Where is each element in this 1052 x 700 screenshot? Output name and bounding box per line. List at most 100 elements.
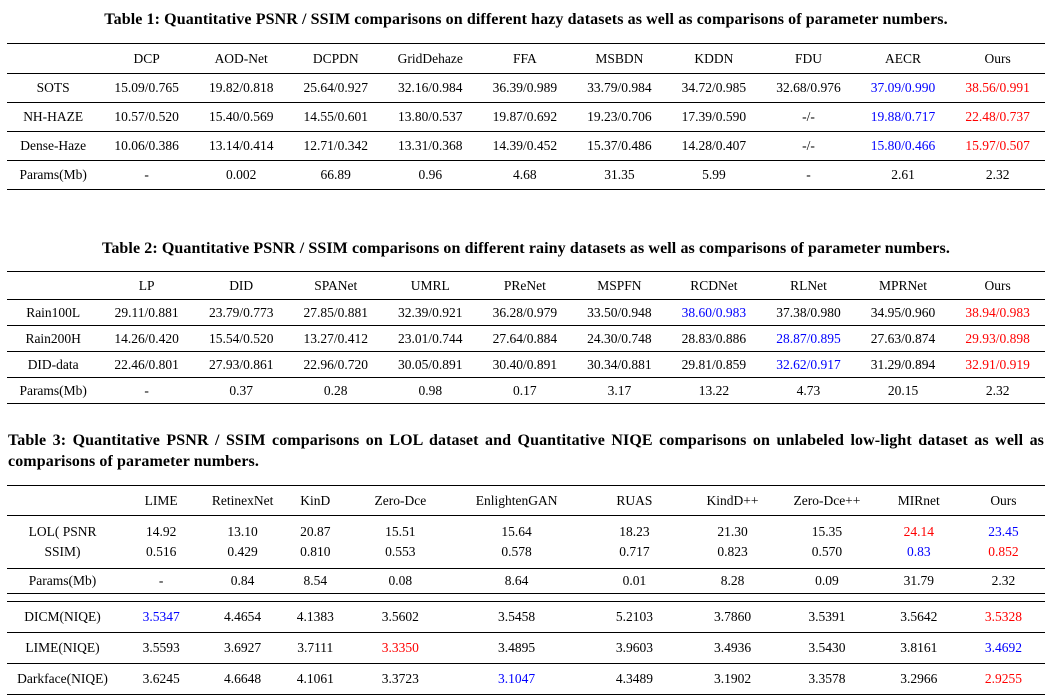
- row-label: DICM(NIQE): [24, 609, 101, 624]
- column-header-mprnet: MPRNet: [879, 277, 928, 293]
- value-cell: 23.79/0.773: [208, 304, 274, 320]
- value-cell: 3.7111: [297, 640, 334, 655]
- value-cell: 19.23/0.706: [587, 109, 652, 124]
- value-cell: 0.98: [418, 382, 443, 398]
- value-cell: 25.64/0.927: [303, 80, 368, 95]
- value-cell: 3.9603: [615, 640, 653, 655]
- value-cell: 27.64/0.884: [492, 330, 558, 346]
- value-cell: 15.97/0.507: [965, 138, 1030, 153]
- row-label: NH-HAZE: [23, 109, 84, 124]
- column-header-griddehaze: GridDehaze: [397, 50, 463, 66]
- value-cell: 3.3350: [381, 640, 419, 655]
- row-label: Params(Mb): [28, 573, 97, 588]
- value-cell: 29.81/0.859: [681, 356, 747, 372]
- table-1: DCP AOD-Net DCPDN GridDehaze FFA MSBDN KDDN FDU…: [7, 43, 1045, 190]
- column-header-ours: Ours: [984, 50, 1011, 66]
- value-cell: 4.1061: [296, 671, 334, 686]
- column-header-rlnet: RLNet: [790, 277, 827, 293]
- row-params-mb: Params(Mb) - 0.002 66.89 0.96 4.68 31.35 5.99 - 2…: [7, 160, 1045, 190]
- value-cell: 24.30/0.748: [587, 330, 652, 346]
- row-label: DID-data: [27, 356, 79, 372]
- value-cell: 23.45 0.852: [988, 524, 1019, 559]
- value-cell: 3.1047: [498, 671, 536, 686]
- value-cell: 3.4692: [984, 640, 1022, 655]
- column-header-dcp: DCP: [133, 50, 160, 66]
- value-cell: 12.71/0.342: [303, 138, 368, 153]
- value-cell: 3.5458: [498, 609, 536, 624]
- column-header-msbdn: MSBDN: [595, 50, 644, 66]
- value-cell: 14.28/0.407: [681, 138, 747, 153]
- value-cell: 0.96: [418, 167, 443, 182]
- row-darkface-niqe: Darkface(NIQE) 3.6245 4.6648 4.1061 3.3723 3.…: [7, 663, 1045, 695]
- value-cell: 3.1902: [713, 671, 752, 686]
- table-3-niqe-section: DICM(NIQE) 3.5347 4.4654 4.1383 3.5602 3.5458…: [7, 601, 1045, 695]
- value-cell: 13.14/0.414: [208, 138, 274, 153]
- value-cell: -/-: [802, 138, 815, 153]
- value-cell: 21.30 0.823: [717, 524, 748, 559]
- value-cell: 20.15: [887, 382, 919, 398]
- value-cell: 33.79/0.984: [587, 80, 652, 95]
- value-cell: 8.54: [303, 573, 328, 588]
- value-cell: 4.1383: [296, 609, 334, 624]
- value-cell: 3.5602: [381, 609, 419, 624]
- value-cell: 3.2966: [900, 671, 938, 686]
- value-cell: 3.5391: [808, 609, 846, 624]
- value-cell: 29.11/0.881: [114, 304, 179, 320]
- table-2-caption: Table 2: Quantitative PSNR / SSIM compar…: [102, 240, 950, 257]
- row-lime-niqe: LIME(NIQE) 3.5593 3.6927 3.7111 3.3350 3.4895…: [7, 632, 1045, 664]
- value-cell: 38.60/0.983: [681, 304, 747, 320]
- column-header-zero-dce: Zero-Dce: [374, 492, 427, 508]
- value-cell: 5.2103: [615, 609, 653, 624]
- value-cell: 31.35: [604, 167, 635, 182]
- column-header-mirnet: MIRnet: [897, 492, 940, 508]
- value-cell: 14.39/0.452: [492, 138, 558, 153]
- value-cell: 0.84: [230, 573, 255, 588]
- value-cell: 2.9255: [984, 671, 1022, 686]
- value-cell: 17.39/0.590: [681, 109, 747, 124]
- value-cell: 0.002: [226, 167, 257, 182]
- row-rain200h: Rain200H 14.26/0.420 15.54/0.520 13.27/0.41…: [7, 325, 1045, 352]
- row-label: Darkface(NIQE): [17, 671, 108, 686]
- value-cell: 27.85/0.881: [303, 304, 368, 320]
- column-header-ours: Ours: [990, 492, 1017, 508]
- row-label: SOTS: [36, 80, 70, 95]
- value-cell: 66.89: [320, 167, 351, 182]
- value-cell: 15.51 0.553: [385, 524, 416, 559]
- value-cell: 0.17: [513, 382, 537, 398]
- column-header-umrl: UMRL: [410, 277, 450, 293]
- value-cell: 8.28: [720, 573, 745, 588]
- value-cell: -: [144, 167, 149, 182]
- column-header-lp: LP: [138, 277, 155, 293]
- row-dicm-niqe: DICM(NIQE) 3.5347 4.4654 4.1383 3.5602 3.5458…: [7, 602, 1045, 633]
- value-cell: 0.09: [815, 573, 839, 588]
- value-cell: 36.39/0.989: [492, 80, 558, 95]
- row-rain100l: Rain100L 29.11/0.881 23.79/0.773 27.85/0.88…: [7, 299, 1045, 326]
- value-cell: 15.80/0.466: [870, 138, 936, 153]
- value-cell: 0.01: [622, 573, 647, 588]
- column-header-aod-net: AOD-Net: [214, 50, 268, 66]
- value-cell: 14.92 0.516: [145, 524, 177, 559]
- column-header-prenet: PReNet: [503, 277, 546, 293]
- value-cell: 5.99: [702, 167, 726, 182]
- value-cell: 13.10 0.429: [227, 524, 258, 559]
- value-cell: 38.56/0.991: [965, 80, 1030, 95]
- row-label: Rain200H: [25, 330, 81, 346]
- value-cell: 20.87 0.810: [300, 524, 331, 559]
- row-params-mb: Params(Mb) - 0.37 0.28 0.98 0.17 3.17 13.22 4.73…: [7, 377, 1045, 404]
- column-header-did: DID: [229, 277, 254, 293]
- row-sots: SOTS 15.09/0.765 19.82/0.818 25.64/0.927 32.…: [7, 73, 1045, 103]
- value-cell: 23.01/0.744: [398, 330, 463, 346]
- row-lol-psnr-ssim: LOL( PSNR SSIM) 14.92 0.516 13.10 0.429 20.87 0…: [7, 515, 1045, 569]
- column-header-mspfn: MSPFN: [597, 277, 642, 293]
- value-cell: 37.38/0.980: [776, 304, 841, 320]
- row-label: Dense-Haze: [20, 138, 87, 153]
- row-label: LOL( PSNR SSIM): [28, 524, 97, 559]
- value-cell: 31.29/0.894: [870, 356, 936, 372]
- column-header-row: LIME RetinexNet KinD Zero-Dce EnlightenGAN RU…: [7, 486, 1045, 516]
- value-cell: 22.46/0.801: [114, 356, 179, 372]
- value-cell: -: [144, 382, 149, 398]
- value-cell: 14.26/0.420: [114, 330, 179, 346]
- value-cell: 22.48/0.737: [965, 109, 1030, 124]
- row-params-mb: Params(Mb) - 0.84 8.54 0.08 8.64 0.01 8.28 0.09 3…: [7, 568, 1045, 594]
- value-cell: 0.28: [323, 382, 348, 398]
